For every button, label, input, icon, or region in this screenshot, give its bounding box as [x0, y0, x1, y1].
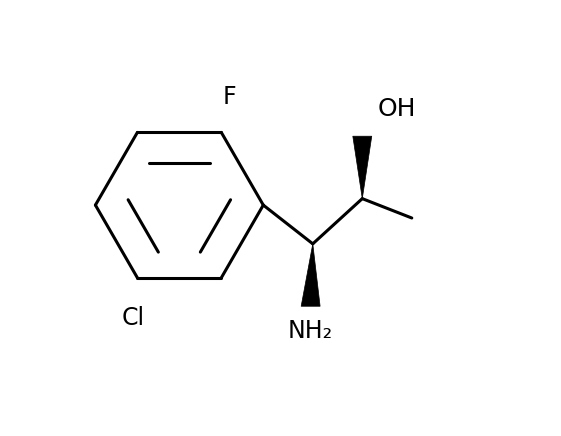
Text: Cl: Cl — [122, 306, 145, 330]
Text: NH₂: NH₂ — [288, 319, 333, 343]
Polygon shape — [301, 244, 320, 306]
Text: OH: OH — [378, 97, 416, 121]
Polygon shape — [353, 136, 372, 199]
Text: F: F — [223, 85, 237, 109]
